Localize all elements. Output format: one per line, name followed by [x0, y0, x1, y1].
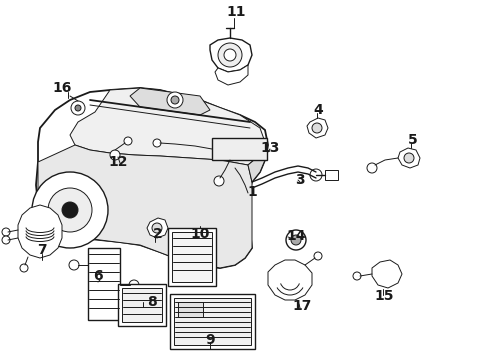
Text: 4: 4: [313, 103, 323, 117]
Bar: [172, 232, 212, 282]
Text: 15: 15: [374, 289, 394, 303]
Circle shape: [214, 176, 224, 186]
Circle shape: [367, 163, 377, 173]
Circle shape: [153, 139, 161, 147]
Bar: [118, 284, 166, 326]
Circle shape: [218, 43, 242, 67]
Text: 13: 13: [260, 141, 280, 155]
Text: 3: 3: [295, 173, 305, 187]
Text: 11: 11: [226, 5, 246, 19]
Circle shape: [48, 188, 92, 232]
Bar: [122, 288, 162, 322]
Circle shape: [2, 228, 10, 236]
Bar: [212, 138, 267, 160]
Text: 10: 10: [190, 227, 210, 241]
Text: 9: 9: [205, 333, 215, 347]
Polygon shape: [38, 145, 252, 268]
Circle shape: [71, 101, 85, 115]
Text: 5: 5: [408, 133, 418, 147]
Polygon shape: [130, 88, 210, 115]
Bar: [168, 228, 216, 286]
Circle shape: [69, 260, 79, 270]
Circle shape: [310, 169, 322, 181]
Text: 14: 14: [286, 229, 306, 243]
Circle shape: [62, 202, 78, 218]
Circle shape: [124, 137, 132, 145]
Text: 2: 2: [153, 227, 163, 241]
Circle shape: [224, 49, 236, 61]
Circle shape: [353, 272, 361, 280]
Polygon shape: [18, 205, 62, 258]
Circle shape: [129, 280, 139, 290]
Polygon shape: [147, 218, 168, 238]
Circle shape: [152, 223, 162, 233]
Text: 8: 8: [147, 295, 157, 309]
Circle shape: [110, 150, 120, 160]
Polygon shape: [268, 260, 312, 300]
Bar: [178, 302, 203, 317]
Bar: [170, 294, 255, 349]
Bar: [174, 298, 251, 345]
Text: 17: 17: [293, 299, 312, 313]
Circle shape: [32, 172, 108, 248]
Circle shape: [286, 230, 306, 250]
Text: 1: 1: [247, 185, 257, 199]
Circle shape: [167, 92, 183, 108]
Text: 16: 16: [52, 81, 72, 95]
Polygon shape: [210, 38, 252, 72]
Polygon shape: [215, 65, 248, 85]
Polygon shape: [398, 148, 420, 168]
Polygon shape: [307, 118, 328, 138]
Text: 12: 12: [108, 155, 128, 169]
Bar: [88, 248, 120, 320]
Circle shape: [75, 105, 81, 111]
Circle shape: [404, 153, 414, 163]
Polygon shape: [372, 260, 402, 288]
Polygon shape: [248, 155, 265, 182]
Polygon shape: [70, 88, 265, 165]
Circle shape: [20, 264, 28, 272]
Text: 6: 6: [93, 269, 103, 283]
Circle shape: [291, 235, 301, 245]
Polygon shape: [36, 88, 268, 268]
Text: 7: 7: [37, 243, 47, 257]
Polygon shape: [325, 170, 338, 180]
Circle shape: [171, 96, 179, 104]
Circle shape: [314, 252, 322, 260]
Circle shape: [312, 123, 322, 133]
Circle shape: [2, 236, 10, 244]
